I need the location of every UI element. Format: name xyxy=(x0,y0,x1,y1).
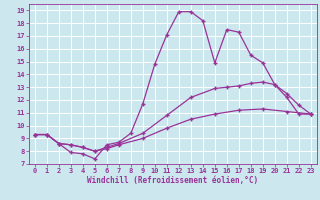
X-axis label: Windchill (Refroidissement éolien,°C): Windchill (Refroidissement éolien,°C) xyxy=(87,176,258,185)
